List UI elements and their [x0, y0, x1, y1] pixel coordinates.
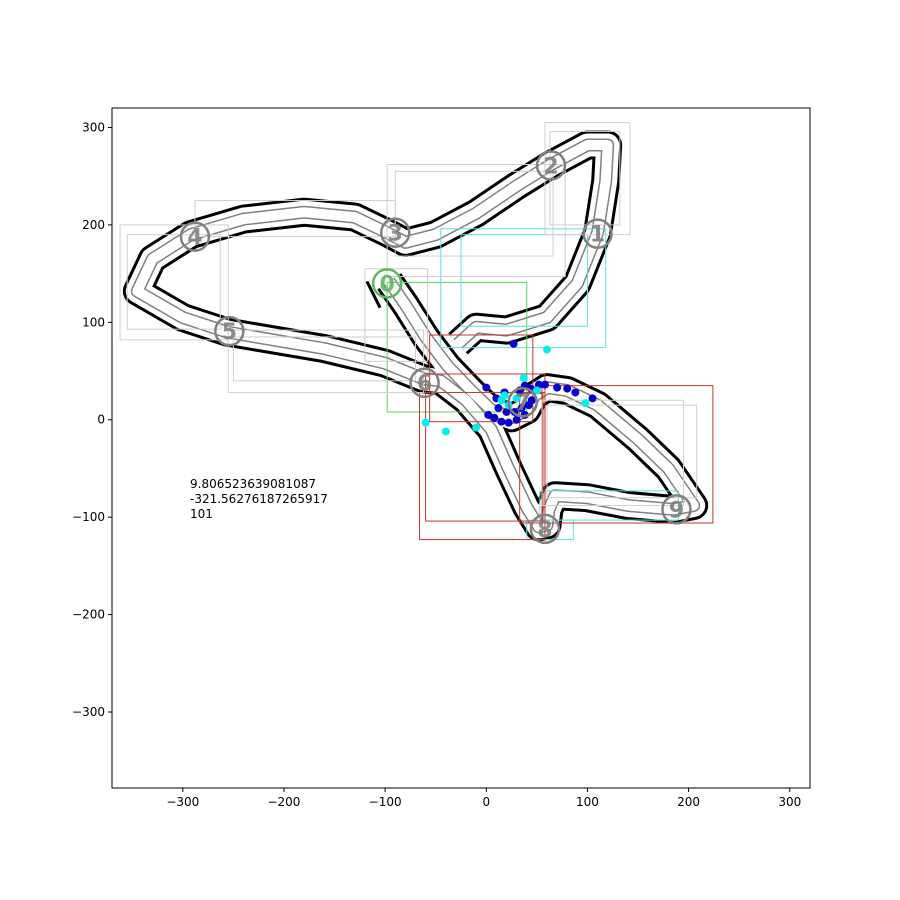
- bounding-box-4: [526, 519, 574, 541]
- annotation-line-1: 9.806523639081087: [190, 477, 316, 491]
- checkpoint-5-ring: [214, 315, 245, 347]
- bounding-box-15: [126, 234, 221, 330]
- checkpoint-8-label: 8: [537, 518, 552, 543]
- point-blue-12: [571, 388, 580, 397]
- point-cyan-9: [497, 396, 506, 405]
- x-tick-label: 300: [778, 795, 801, 809]
- point-cyan-5: [542, 345, 551, 354]
- point-cyan-7: [532, 386, 541, 395]
- point-blue-11: [563, 384, 572, 393]
- point-blue-3: [509, 339, 518, 348]
- bounding-box-18: [232, 336, 416, 382]
- y-tick-label: 200: [82, 218, 105, 232]
- bounding-box-20: [541, 399, 685, 506]
- bounding-box-11: [549, 130, 621, 226]
- y-tick-label: 0: [97, 413, 105, 427]
- point-cyan-10: [512, 394, 521, 403]
- checkpoint-7-ring: [507, 386, 538, 418]
- annotation-line-2: -321.56276187265917: [190, 492, 328, 506]
- bounding-box-5: [429, 334, 534, 423]
- point-blue-14: [494, 404, 503, 413]
- checkpoint-6-ring: [409, 367, 440, 398]
- y-tick-label: −200: [72, 608, 105, 622]
- bounding-box-14: [119, 224, 229, 341]
- checkpoint-5-label: 5: [222, 320, 237, 345]
- point-blue-25: [527, 396, 536, 405]
- y-tick-label: 300: [82, 120, 105, 134]
- plot-content: 0 1 2 3 4 5 6 7 8 9: [119, 122, 714, 545]
- point-blue-13: [588, 394, 597, 403]
- checkpoint-1-ring: [582, 218, 613, 249]
- point-blue-24: [484, 410, 493, 419]
- x-tick-label: −100: [369, 795, 402, 809]
- point-cyan-0: [421, 418, 430, 427]
- checkpoint-3-ring: [379, 217, 411, 248]
- checkpoint-9-label: 9: [669, 498, 684, 523]
- checkpoint-2-ring: [535, 150, 567, 181]
- checkpoint-4-label: 4: [187, 226, 202, 251]
- axes-frame: [111, 107, 811, 789]
- point-blue-9: [540, 380, 549, 389]
- checkpoint-4-ring: [179, 221, 211, 252]
- bounding-box-2: [460, 234, 588, 327]
- bounding-box-1: [440, 228, 607, 349]
- point-blue-15: [502, 407, 511, 416]
- bounding-box-19: [364, 268, 429, 362]
- x-tick-label: 0: [482, 795, 490, 809]
- x-axis: −300 −200 −100 0 100 200 300: [166, 788, 801, 809]
- checkpoint-0-ring: [371, 268, 403, 299]
- bounding-box-7: [419, 391, 546, 541]
- point-blue-17: [517, 404, 526, 413]
- checkpoint-3-label: 3: [388, 222, 403, 247]
- start-finish-line: [365, 280, 382, 309]
- point-cyan-6: [581, 399, 590, 408]
- point-blue-22: [497, 417, 506, 426]
- x-tick-label: 100: [576, 795, 599, 809]
- y-tick-label: −300: [72, 705, 105, 719]
- bounding-box-21: [546, 404, 698, 499]
- annotation-line-3: 101: [190, 507, 213, 521]
- checkpoint-8-ring: [529, 513, 561, 545]
- point-blue-21: [504, 418, 513, 427]
- checkpoint-2-label: 2: [543, 154, 558, 179]
- point-cyan-2: [472, 423, 481, 432]
- y-axis: 300 200 100 0 −100 −200 −300: [72, 120, 112, 719]
- checkpoint-7-label: 7: [515, 391, 530, 416]
- point-cyan-4: [519, 373, 528, 382]
- point-cyan-1: [441, 427, 450, 436]
- checkpoint-1-label: 1: [590, 223, 605, 248]
- x-tick-label: 200: [677, 795, 700, 809]
- point-blue-10: [553, 383, 562, 392]
- point-blue-23: [490, 413, 499, 422]
- y-tick-label: 100: [82, 315, 105, 329]
- checkpoint-9-ring: [661, 494, 692, 525]
- x-tick-label: −300: [166, 795, 199, 809]
- y-tick-label: −100: [72, 510, 105, 524]
- x-tick-label: −200: [267, 795, 300, 809]
- point-blue-20: [512, 415, 521, 424]
- point-blue-0: [482, 383, 491, 392]
- checkpoint-0-label: 0: [379, 272, 394, 297]
- checkpoint-6-label: 6: [417, 372, 432, 397]
